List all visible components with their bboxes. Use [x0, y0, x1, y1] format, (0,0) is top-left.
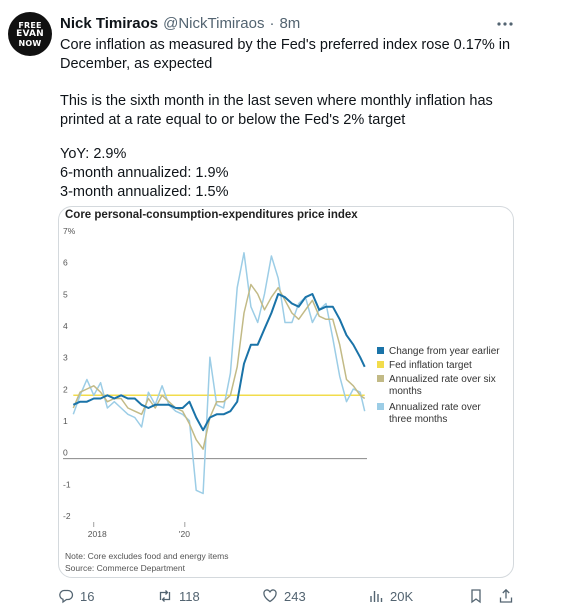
repost-count: 118: [179, 588, 200, 604]
display-name[interactable]: Nick Timiraos: [60, 15, 159, 32]
chart-source: Source: Commerce Department: [65, 563, 186, 573]
separator-dot: ·: [269, 15, 275, 32]
views-button[interactable]: 20K: [368, 588, 413, 604]
y-tick-label: 4: [63, 321, 68, 331]
y-tick-label: -2: [63, 511, 71, 521]
legend-label: Annualized rate over six months: [389, 374, 496, 397]
legend-label: Change from year earlier: [389, 346, 500, 357]
x-tick-label: 2018: [88, 529, 107, 539]
timestamp[interactable]: 8m: [279, 15, 301, 32]
series-line-six-month: [72, 283, 366, 450]
series-line-three-month: [72, 252, 366, 495]
x-tick-label: '20: [179, 529, 190, 539]
inflation-chart: Core personal-consumption-expenditures p…: [63, 209, 500, 573]
action-bar: 16 118 243 20K: [58, 588, 514, 606]
stat-yoy: YoY: 2.9%: [60, 146, 127, 162]
more-icon-graphic: [497, 22, 513, 26]
avatar-line-3: NOW: [18, 38, 42, 48]
avatar[interactable]: FREE EVAN NOW: [8, 12, 52, 56]
views-count: 20K: [390, 588, 414, 604]
y-tick-label: 2: [63, 384, 68, 394]
share-icon: [499, 588, 513, 603]
legend-swatch: [377, 347, 384, 354]
y-tick-label: 3: [63, 353, 68, 363]
y-tick-label: 6: [63, 258, 68, 268]
user-handle[interactable]: @NickTimiraos: [163, 15, 265, 32]
legend-swatch: [377, 361, 384, 368]
chart-title: Core personal-consumption-expenditures p…: [65, 209, 358, 221]
avatar-line-1: FREE: [18, 20, 42, 30]
tweet-stats: YoY: 2.9% 6-month annualized: 1.9% 3-mon…: [60, 145, 520, 202]
bookmark-button[interactable]: [468, 588, 484, 604]
chart-card[interactable]: Core personal-consumption-expenditures p…: [58, 206, 514, 578]
repost-button[interactable]: 118: [157, 588, 200, 604]
y-tick-label: 1: [63, 416, 68, 426]
legend-swatch: [377, 403, 384, 410]
reply-icon: [59, 589, 74, 604]
like-count: 243: [284, 588, 306, 604]
stat-six-month: 6-month annualized: 1.9%: [60, 165, 229, 181]
y-tick-label: 7%: [63, 226, 76, 236]
stat-three-month: 3-month annualized: 1.5%: [60, 184, 229, 200]
share-button[interactable]: [498, 588, 514, 604]
series-line-yoy: [72, 293, 366, 432]
heart-icon: [263, 589, 277, 603]
y-tick-label: 0: [63, 448, 68, 458]
legend-label: Annualized rate over three months: [389, 402, 481, 425]
like-button[interactable]: 243: [262, 588, 306, 604]
legend-swatch: [377, 375, 384, 382]
reply-button[interactable]: 16: [58, 588, 94, 604]
y-tick-label: 5: [63, 289, 68, 299]
legend-label: Fed inflation target: [389, 360, 472, 371]
chart-note: Note: Core excludes food and energy item…: [65, 551, 228, 561]
avatar-line-2: EVAN: [16, 28, 44, 39]
more-icon[interactable]: [494, 13, 516, 35]
tweet-paragraph-2: This is the sixth month in the last seve…: [60, 93, 493, 128]
views-icon: [370, 591, 383, 602]
bookmark-icon: [471, 589, 481, 604]
y-tick-label: -1: [63, 479, 71, 489]
reply-count: 16: [80, 588, 95, 604]
tweet-header: Nick Timiraos @NickTimiraos · 8m: [60, 15, 300, 32]
tweet-paragraph-1: Core inflation as measured by the Fed's …: [60, 37, 511, 72]
repost-icon: [159, 590, 171, 602]
